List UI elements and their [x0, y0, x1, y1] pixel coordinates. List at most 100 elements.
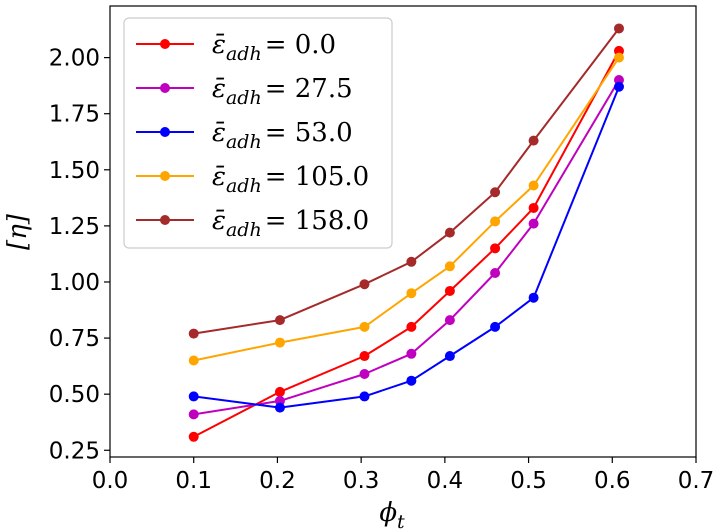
- legend-label: ε̄adh = 105.0: [212, 162, 369, 197]
- data-point: [613, 23, 624, 34]
- legend-value: = 158.0: [265, 206, 369, 236]
- data-point: [359, 368, 370, 379]
- data-point: [406, 375, 417, 386]
- data-point: [188, 431, 199, 442]
- legend-symbol: ε̄: [212, 118, 226, 148]
- data-point: [490, 243, 501, 254]
- legend-symbol: ε̄: [212, 162, 226, 192]
- legend-frame: [123, 17, 393, 249]
- data-point: [406, 321, 417, 332]
- data-point: [490, 321, 501, 332]
- y-tick-label: 1.00: [49, 270, 100, 296]
- data-point: [188, 409, 199, 420]
- legend-symbol: ε̄: [212, 206, 226, 236]
- y-tick-label: 1.50: [49, 158, 100, 184]
- data-point: [188, 355, 199, 366]
- data-point: [274, 402, 285, 413]
- legend-subscript: adh: [226, 87, 262, 109]
- series-4: [188, 23, 624, 339]
- y-tick-label: 1.75: [49, 102, 100, 128]
- data-point: [528, 202, 539, 213]
- x-tick-label: 0.1: [175, 468, 212, 494]
- legend-item: ε̄adh = 158.0: [136, 206, 369, 241]
- data-point: [444, 315, 455, 326]
- legend-value: = 27.5: [265, 74, 353, 104]
- legend-label: ε̄adh = 27.5: [212, 74, 353, 109]
- data-point: [490, 268, 501, 279]
- legend: ε̄adh = 0.0ε̄adh = 27.5ε̄adh = 53.0ε̄adh = 1…: [123, 17, 393, 249]
- legend-marker: [160, 83, 170, 93]
- legend-marker: [160, 127, 170, 137]
- data-point: [274, 386, 285, 397]
- series-line: [193, 50, 620, 438]
- legend-marker: [160, 39, 170, 49]
- axes-layer: 0.0 0.1 0.2 0.3 0.4 0.5 0.6 0.7 0.25 0.50 0.75 1.00…: [49, 46, 715, 494]
- x-axis-label: ϕt: [379, 498, 405, 530]
- data-point: [444, 285, 455, 296]
- data-point: [444, 351, 455, 362]
- data-point: [188, 328, 199, 339]
- data-point: [528, 180, 539, 191]
- data-point: [274, 337, 285, 348]
- data-point: [528, 218, 539, 229]
- legend-subscript: adh: [226, 175, 262, 197]
- series-line: [193, 57, 620, 362]
- data-point: [359, 351, 370, 362]
- legend-label: ε̄adh = 158.0: [212, 206, 369, 241]
- x-tick-label: 0.4: [427, 468, 464, 494]
- data-point: [490, 216, 501, 227]
- legend-value: = 105.0: [265, 162, 369, 192]
- legend-subscript: adh: [226, 131, 262, 153]
- legend-item: ε̄adh = 105.0: [136, 162, 369, 197]
- data-point: [528, 135, 539, 146]
- data-point: [444, 261, 455, 272]
- data-point: [274, 315, 285, 326]
- data-point: [359, 279, 370, 290]
- series-2: [188, 81, 624, 413]
- series-3: [188, 52, 624, 366]
- series-1: [188, 75, 624, 420]
- data-point: [406, 288, 417, 299]
- legend-symbol: ε̄: [212, 74, 226, 104]
- y-tick-label: 2.00: [49, 46, 100, 72]
- legend-marker: [160, 215, 170, 225]
- legend-value: = 53.0: [265, 118, 353, 148]
- series-line: [193, 27, 620, 335]
- data-point: [359, 391, 370, 402]
- x-tick-label: 0.2: [259, 468, 296, 494]
- data-point: [528, 292, 539, 303]
- y-tick-label: 0.75: [49, 326, 100, 352]
- x-tick-label: 0.3: [343, 468, 380, 494]
- legend-subscript: adh: [226, 43, 262, 65]
- data-point: [406, 256, 417, 267]
- data-point: [444, 227, 455, 238]
- legend-subscript: adh: [226, 219, 262, 241]
- x-tick-label: 0.6: [594, 468, 631, 494]
- y-tick-label: 0.50: [49, 382, 100, 408]
- x-axis-label-subscript: t: [397, 511, 405, 530]
- x-tick-label: 0.7: [678, 468, 715, 494]
- legend-label: ε̄adh = 0.0: [212, 30, 336, 65]
- series-0: [188, 45, 624, 442]
- y-tick-label: 1.25: [49, 214, 100, 240]
- x-tick-label: 0.0: [92, 468, 129, 494]
- series-line: [193, 79, 620, 416]
- x-tick-label: 0.5: [510, 468, 547, 494]
- legend-item: ε̄adh = 27.5: [136, 74, 353, 109]
- series-line: [193, 86, 620, 409]
- plot-frame: [109, 5, 697, 458]
- legend-marker: [160, 171, 170, 181]
- y-tick-label: 0.25: [49, 438, 100, 464]
- series-layer: [188, 23, 624, 442]
- legend-value: = 0.0: [265, 30, 336, 60]
- legend-item: ε̄adh = 0.0: [136, 30, 336, 65]
- legend-item: ε̄adh = 53.0: [136, 118, 353, 153]
- data-point: [490, 187, 501, 198]
- data-point: [406, 348, 417, 359]
- data-point: [613, 81, 624, 92]
- data-point: [188, 391, 199, 402]
- data-point: [359, 321, 370, 332]
- y-axis-label: [η]: [3, 213, 33, 250]
- data-point: [613, 52, 624, 63]
